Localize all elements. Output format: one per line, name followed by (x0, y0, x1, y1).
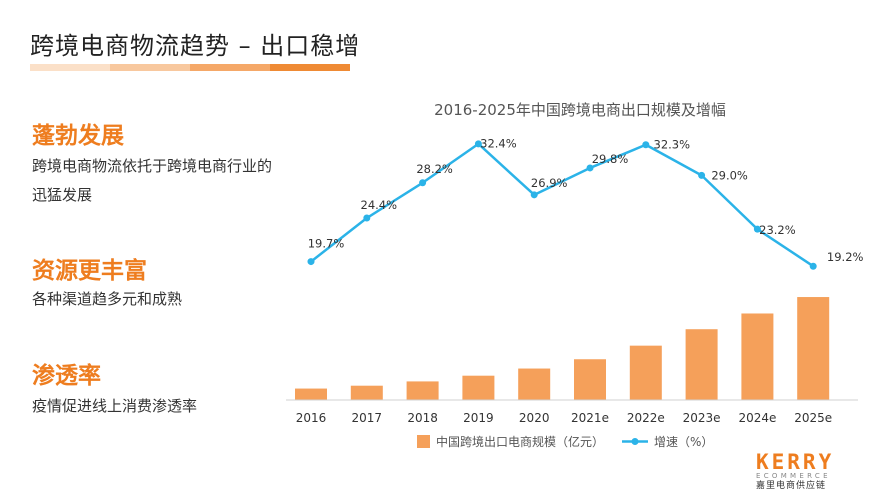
bar-2024e (741, 313, 774, 400)
bar-2019 (462, 375, 495, 400)
section-heading-penetration: 渗透率 (32, 363, 101, 389)
growth-point-2020 (530, 191, 538, 199)
growth-label-2017: 24.4% (361, 198, 398, 212)
growth-point-2025e (809, 262, 817, 270)
bar-2022e (629, 345, 662, 400)
growth-point-2022e (642, 141, 650, 149)
growth-label-2016: 19.7% (308, 237, 345, 251)
logo-main: KERRY (756, 450, 835, 474)
growth-label-2020: 26.9% (531, 176, 568, 190)
growth-point-2021e (586, 164, 594, 172)
growth-label-2019: 32.4% (480, 136, 517, 150)
bar-2025e (797, 297, 830, 400)
legend-bar-label: 中国跨境出口电商规模（亿元） (436, 434, 604, 449)
growth-point-2016 (307, 258, 315, 266)
growth-label-2025e: 19.2% (827, 250, 864, 264)
x-tick-2018: 2018 (407, 411, 438, 425)
section-text-growth: 跨境电商物流依托于跨境电商行业的迅猛发展 (32, 157, 273, 204)
growth-label-2018: 28.2% (416, 162, 453, 176)
growth-point-2023e (698, 171, 706, 179)
x-tick-2025e: 2025e (794, 411, 832, 425)
growth-label-2021e: 29.8% (592, 152, 629, 166)
section-text-resources: 各种渠道趋多元和成熟 (32, 290, 183, 308)
x-tick-2023e: 2023e (683, 411, 721, 425)
logo-cn: 嘉里电商供应链 (756, 481, 827, 491)
x-tick-2019: 2019 (463, 411, 494, 425)
bar-2021e (574, 359, 606, 400)
growth-line (310, 142, 814, 268)
x-tick-2017: 2017 (352, 411, 383, 425)
x-tick-2022e: 2022e (627, 411, 665, 425)
bar-2018 (406, 381, 439, 400)
bar-2016 (295, 388, 327, 400)
growth-label-2023e: 29.0% (711, 168, 748, 182)
growth-label-2024e: 23.2% (759, 223, 796, 237)
legend-line-marker (631, 438, 639, 445)
legend-bar-swatch (417, 435, 430, 448)
growth-point-2024e (753, 225, 761, 233)
x-tick-2020: 2020 (519, 411, 550, 425)
legend-line-label: 增速（%） (654, 435, 713, 449)
bar-2023e (685, 329, 718, 400)
growth-label-2022e: 32.3% (654, 137, 691, 151)
growth-point-2018 (419, 179, 427, 187)
growth-point-2019 (474, 140, 482, 148)
kerry-logo: KERRY ECOMMERCE 嘉里电商供应链 (756, 452, 866, 492)
growth-point-2017 (363, 214, 371, 222)
section-heading-resources: 资源更丰富 (32, 258, 147, 284)
chart-title: 2016-2025年中国跨境电商出口规模及增幅 (434, 101, 726, 119)
logo-sub: ECOMMERCE (756, 472, 831, 480)
section-text-penetration: 疫情促进线上消费渗透率 (32, 397, 198, 415)
x-tick-2021e: 2021e (571, 411, 609, 425)
title-underline (30, 64, 350, 71)
section-heading-growth: 蓬勃发展 (32, 123, 124, 149)
page-title: 跨境电商物流趋势 – 出口稳增 (30, 32, 361, 60)
bar-2020 (518, 368, 551, 400)
x-tick-2016: 2016 (296, 411, 327, 425)
x-tick-2024e: 2024e (738, 411, 776, 425)
bar-2017 (350, 385, 383, 400)
